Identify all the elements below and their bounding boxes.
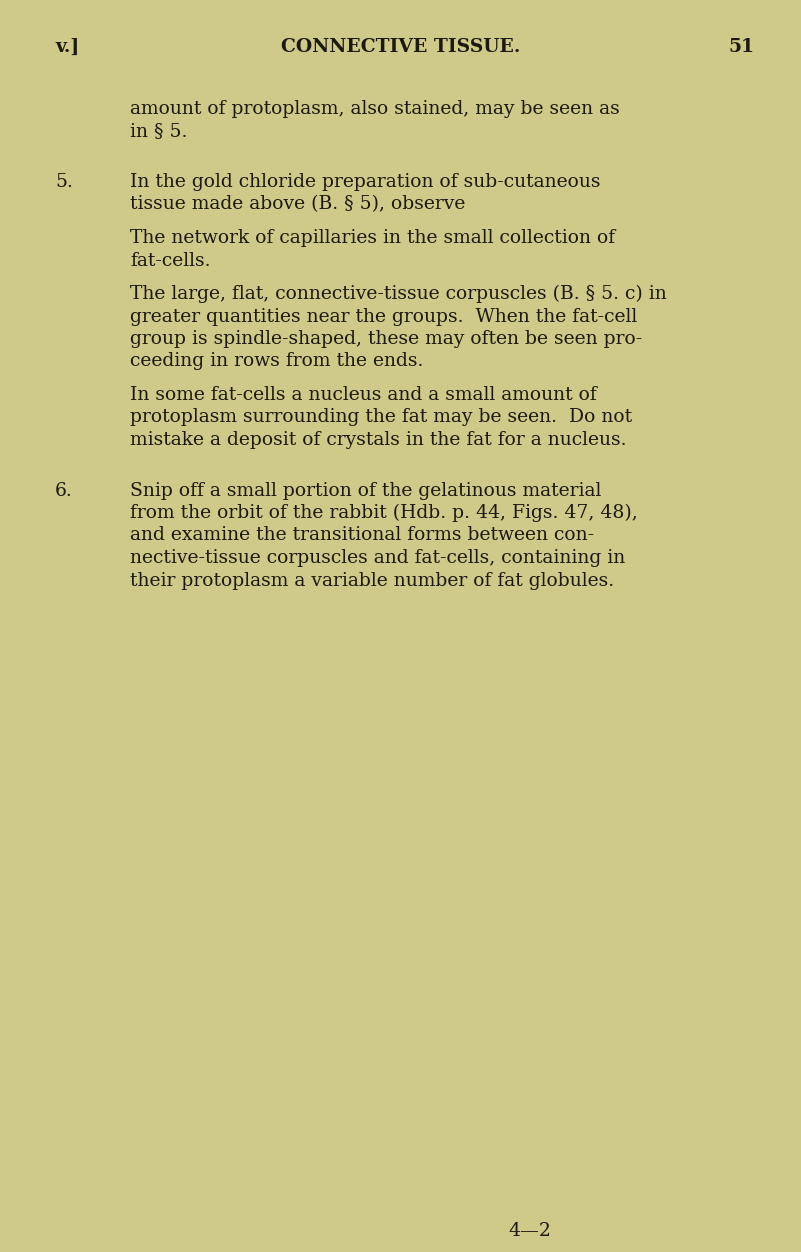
- Text: ceeding in rows from the ends.: ceeding in rows from the ends.: [130, 353, 424, 371]
- Text: 4—2: 4—2: [509, 1222, 551, 1239]
- Text: in § 5.: in § 5.: [130, 123, 187, 140]
- Text: tissue made above (B. § 5), observe: tissue made above (B. § 5), observe: [130, 195, 465, 214]
- Text: mistake a deposit of crystals in the fat for a nucleus.: mistake a deposit of crystals in the fat…: [130, 431, 626, 449]
- Text: group is spindle-shaped, these may often be seen pro-: group is spindle-shaped, these may often…: [130, 331, 642, 348]
- Text: their protoplasm a variable number of fat globules.: their protoplasm a variable number of fa…: [130, 571, 614, 590]
- Text: CONNECTIVE TISSUE.: CONNECTIVE TISSUE.: [281, 38, 521, 56]
- Text: The large, flat, connective-tissue corpuscles (B. § 5. c) in: The large, flat, connective-tissue corpu…: [130, 285, 666, 303]
- Text: 5.: 5.: [55, 173, 73, 192]
- Text: greater quantities near the groups.  When the fat-cell: greater quantities near the groups. When…: [130, 308, 638, 326]
- Text: v.]: v.]: [55, 38, 79, 56]
- Text: protoplasm surrounding the fat may be seen.  Do not: protoplasm surrounding the fat may be se…: [130, 408, 632, 427]
- Text: nective-tissue corpuscles and fat-cells, containing in: nective-tissue corpuscles and fat-cells,…: [130, 548, 626, 567]
- Text: 6.: 6.: [55, 482, 73, 500]
- Text: Snip off a small portion of the gelatinous material: Snip off a small portion of the gelatino…: [130, 482, 602, 500]
- Text: 51: 51: [729, 38, 755, 56]
- Text: In the gold chloride preparation of sub-cutaneous: In the gold chloride preparation of sub-…: [130, 173, 601, 192]
- Text: from the orbit of the rabbit (Hdb. p. 44, Figs. 47, 48),: from the orbit of the rabbit (Hdb. p. 44…: [130, 505, 638, 522]
- Text: and examine the transitional forms between con-: and examine the transitional forms betwe…: [130, 527, 594, 545]
- Text: In some fat-cells a nucleus and a small amount of: In some fat-cells a nucleus and a small …: [130, 386, 597, 404]
- Text: fat-cells.: fat-cells.: [130, 252, 211, 269]
- Text: The network of capillaries in the small collection of: The network of capillaries in the small …: [130, 229, 615, 247]
- Text: amount of protoplasm, also stained, may be seen as: amount of protoplasm, also stained, may …: [130, 100, 620, 118]
